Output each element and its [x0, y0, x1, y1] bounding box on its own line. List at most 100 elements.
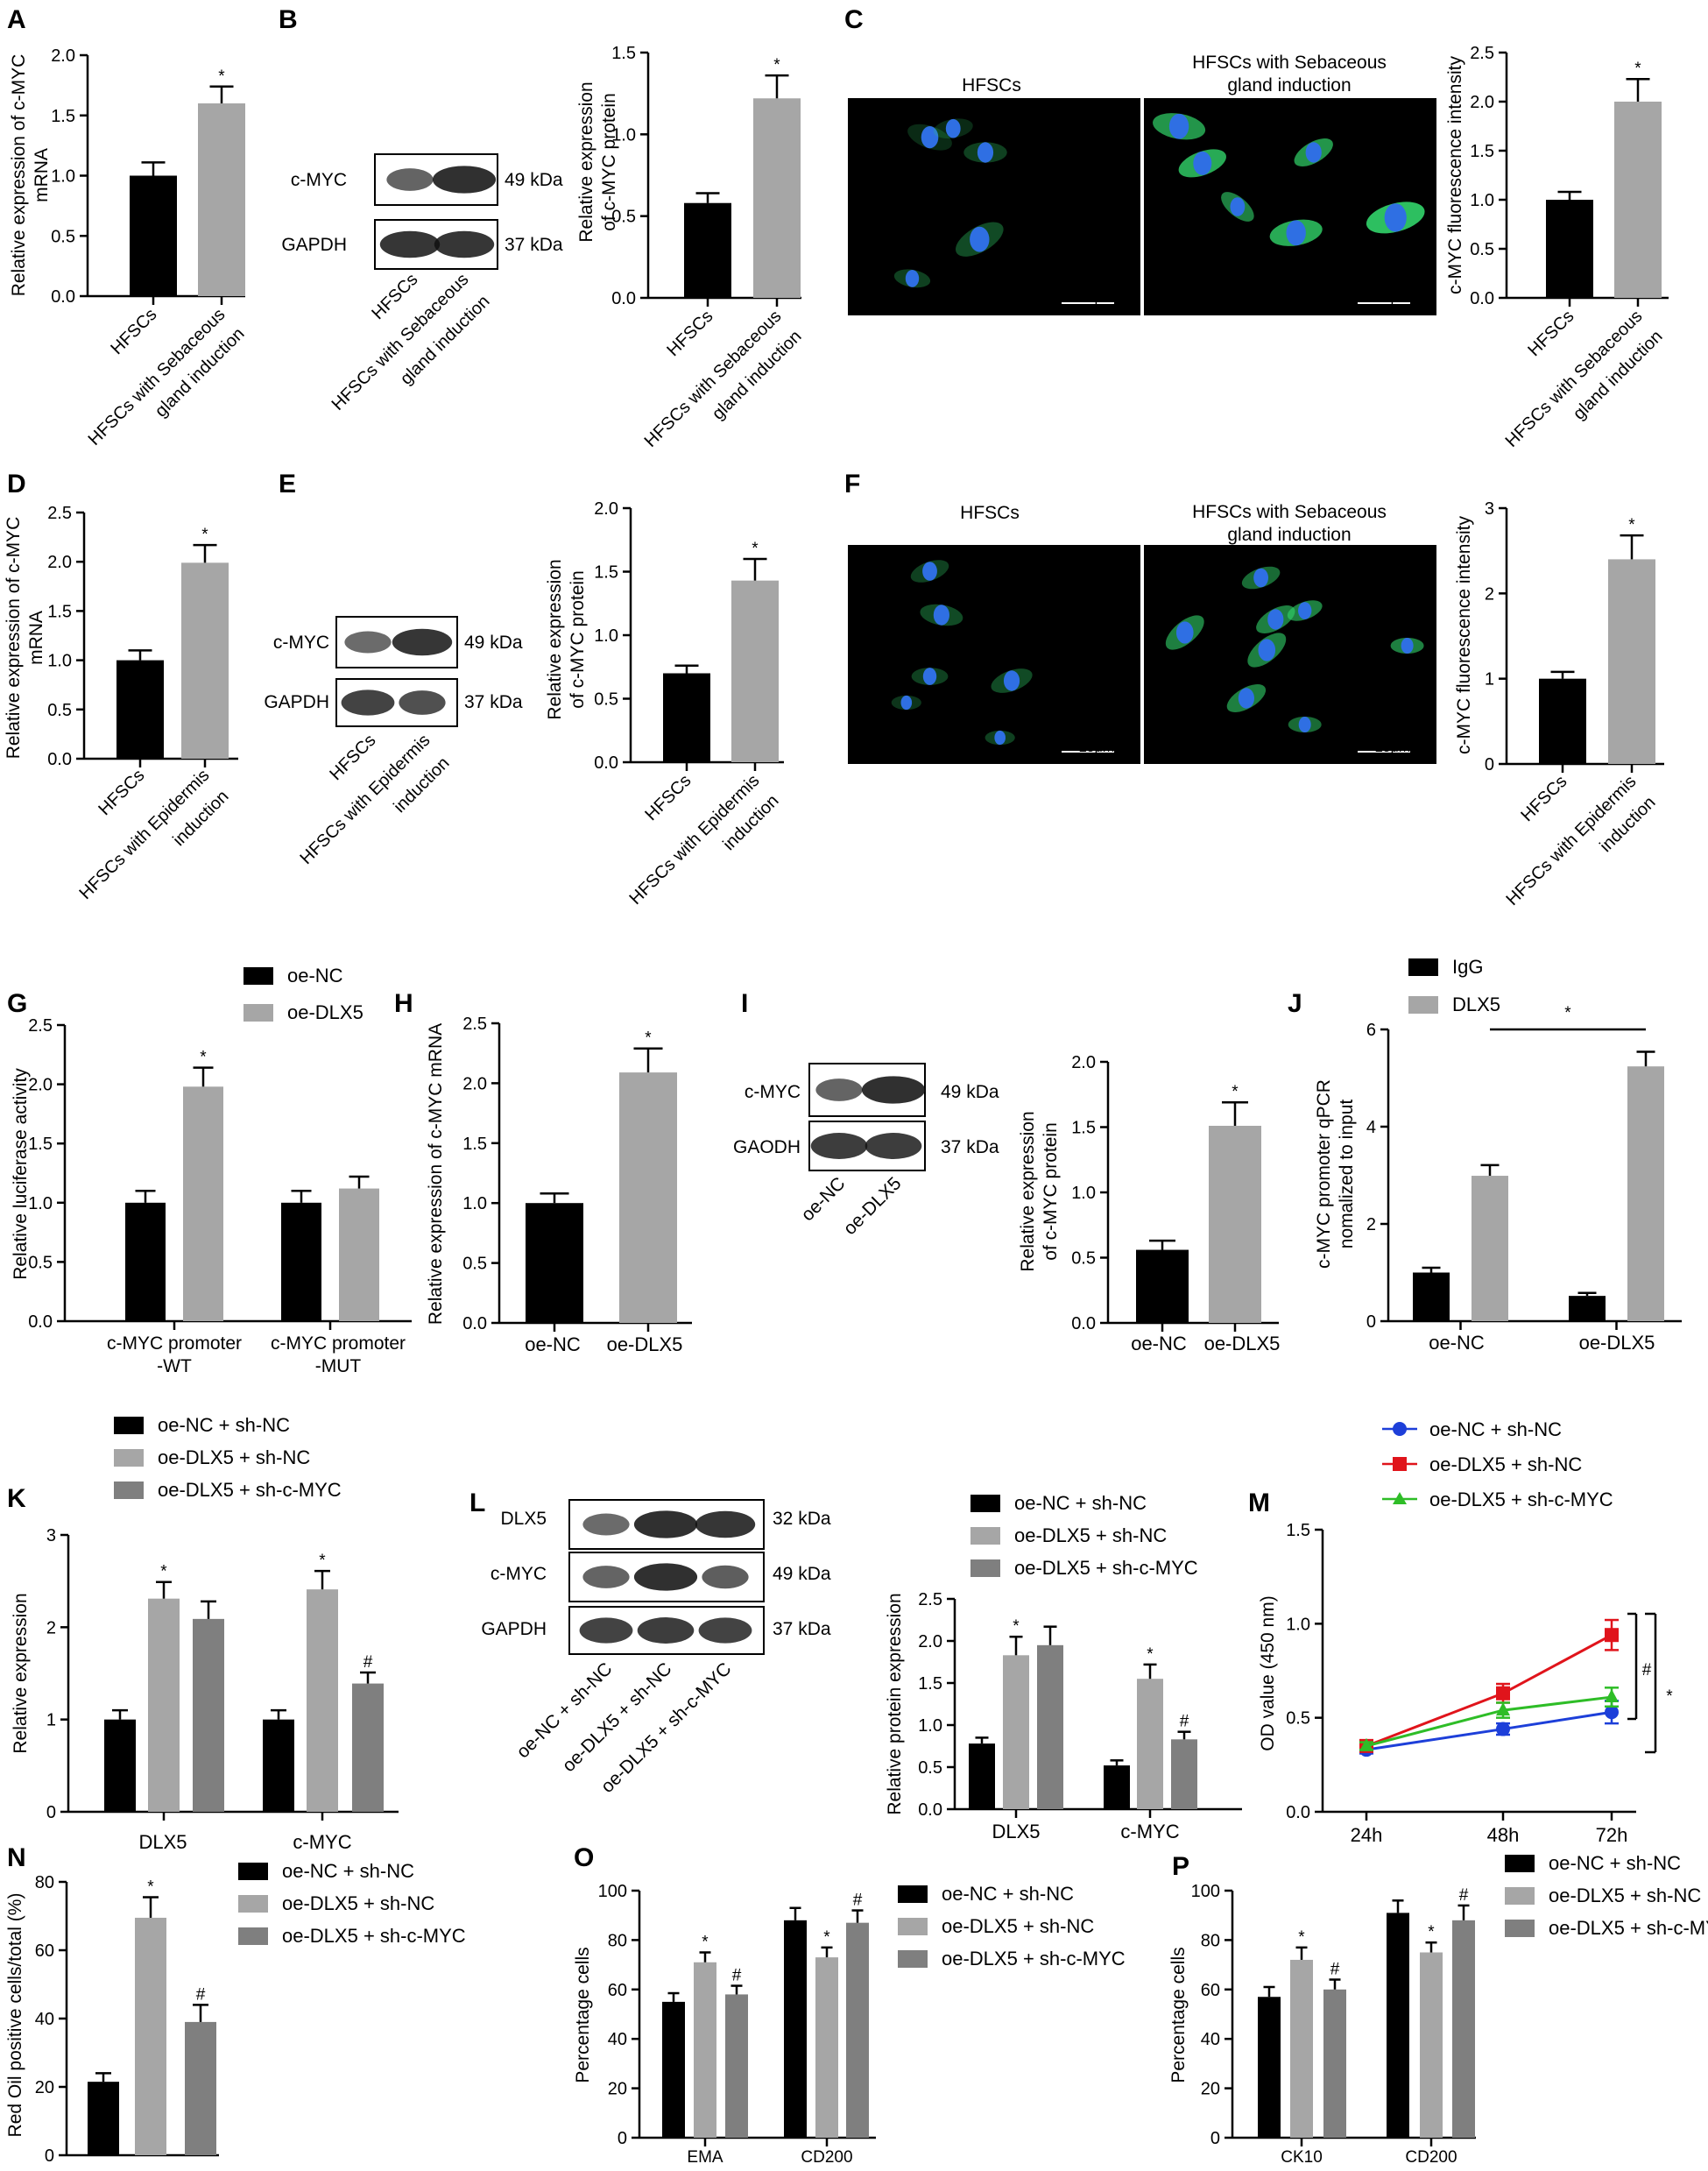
panelH-x-label: oe-NC	[525, 1333, 581, 1355]
panelF-y-tick-label: 3	[1485, 499, 1494, 519]
panelH-y-axis-label: Relative expression of c-MYC mRNA	[426, 1023, 446, 1325]
panelG-x-label: c-MYC promoter	[107, 1333, 242, 1354]
significance-mark: *	[218, 67, 225, 86]
panelP-legend-swatch	[1505, 1855, 1535, 1872]
panelH-y-tick-label: 0.0	[462, 1314, 487, 1333]
panelI-y-tick-label: 1.5	[1071, 1119, 1096, 1138]
panel-letter: I	[741, 989, 748, 1018]
cell-nucleus	[977, 142, 994, 163]
panelA-y-axis-label: Relative expression of c-MYC	[9, 54, 29, 297]
panelG-x-label: -MUT	[315, 1356, 362, 1376]
significance-mark: *	[645, 1029, 652, 1048]
panelI-lane-label: oe-NC	[797, 1173, 849, 1225]
significance-mark: #	[1330, 1961, 1340, 1979]
panelM-point	[1605, 1628, 1619, 1643]
panelD-y-axis-label: Relative expression of c-MYC	[4, 517, 24, 760]
panelC-y-axis-label: c-MYC fluorescence intensity	[1445, 56, 1465, 294]
cell-nucleus	[922, 562, 937, 581]
panelP-legend-label: oe-NC + sh-NC	[1549, 1852, 1681, 1874]
cell-nucleus	[945, 118, 961, 138]
panelC-image-title: HFSCs	[962, 75, 1021, 95]
panelO-y-tick-label: 40	[608, 2030, 627, 2049]
panelM-point	[1496, 1722, 1510, 1736]
panelB-y-tick-label: 1.5	[611, 44, 636, 63]
cell-nucleus	[1286, 220, 1306, 246]
panelJ-bar	[1472, 1176, 1508, 1321]
panelP-bar	[1420, 1952, 1443, 2138]
panelK-x-label: DLX5	[138, 1831, 187, 1853]
panelM-y-tick-label: 0.0	[1286, 1803, 1310, 1822]
panelC-y-tick-label: 0.0	[1470, 289, 1494, 308]
panelC-bar	[1614, 102, 1662, 298]
panelM-series-line	[1366, 1633, 1613, 1748]
panelM-y-tick-label: 0.5	[1286, 1709, 1310, 1729]
panelB-x-label: HFSCs	[663, 307, 716, 360]
cell-nucleus	[900, 695, 913, 711]
panel-letter: C	[844, 5, 864, 34]
panelC-scale-label: 25μm	[1079, 290, 1114, 305]
panelJ-legend-label: IgG	[1452, 956, 1483, 978]
panelD-y-tick-label: 1.0	[47, 652, 72, 671]
panelB-kda: 49 kDa	[505, 170, 563, 190]
panelD-y-tick-label: 0.5	[47, 701, 72, 720]
cell-nucleus	[1384, 203, 1407, 232]
panelL-y-axis-label: Relative protein expression	[885, 1593, 905, 1814]
panelO-bar	[846, 1922, 869, 2138]
panelG-bar	[339, 1188, 379, 1321]
panelP-x-label: CD200	[1405, 2148, 1457, 2167]
panelI-blot-cmyc-band	[815, 1078, 863, 1101]
panelN-y-tick-label: 0	[45, 2146, 54, 2166]
cell-nucleus	[1230, 197, 1246, 216]
panelC-image-title: gland induction	[1227, 75, 1351, 95]
panelN-y-tick-label: 60	[35, 1941, 54, 1961]
significance-mark: *	[201, 526, 208, 544]
cell-nucleus	[994, 730, 1006, 746]
panelK-y-tick-label: 1	[46, 1711, 56, 1730]
panelJ-bar	[1413, 1272, 1450, 1321]
panelO-legend-swatch	[898, 1950, 928, 1968]
panelJ-y-tick-label: 2	[1366, 1215, 1376, 1234]
panelG-y-tick-label: 0.5	[28, 1253, 53, 1272]
cell-nucleus	[1267, 609, 1284, 630]
panelH-y-tick-label: 1.0	[462, 1194, 487, 1213]
panelD-y-tick-label: 0.0	[47, 750, 72, 769]
cell-nucleus	[1168, 113, 1189, 139]
panelJ-legend-label: DLX5	[1452, 994, 1500, 1015]
panelF-image-title: HFSCs with Sebaceous	[1192, 502, 1387, 522]
panelB-blot-cmyc-band	[432, 166, 497, 194]
panelN-y-tick-label: 40	[35, 2010, 54, 2029]
panelI-blot-gapdh-band	[810, 1133, 868, 1159]
panelE-blot-gapdh-band	[341, 689, 395, 716]
panelO-x-label: EMA	[687, 2148, 723, 2167]
panelL-legend-swatch	[970, 1527, 1000, 1545]
panelM-legend-label: oe-DLX5 + sh-NC	[1429, 1453, 1582, 1475]
panelA-x-label: HFSCs	[107, 305, 160, 358]
significance-mark: *	[319, 1552, 326, 1570]
significance-mark: *	[160, 1563, 167, 1581]
panelL-legend-label: oe-DLX5 + sh-NC	[1014, 1524, 1167, 1546]
panelL-blot-gapdh-band	[698, 1617, 752, 1644]
panelI-kda: 49 kDa	[941, 1082, 999, 1102]
panelG-bar	[183, 1086, 223, 1321]
panelI-band-label: c-MYC	[745, 1082, 801, 1102]
panelE-blot-cmyc-band	[392, 628, 453, 656]
panelK-bar	[148, 1598, 180, 1812]
panelL-bar	[1104, 1765, 1130, 1809]
panelG-bar	[125, 1202, 166, 1321]
panelL-kda: 32 kDa	[773, 1509, 831, 1529]
panelB-band-label: GAPDH	[281, 235, 347, 255]
panelL-y-tick-label: 1.5	[918, 1674, 942, 1694]
panelL-y-tick-label: 2.5	[918, 1590, 942, 1609]
panelK-legend-label: oe-DLX5 + sh-c-MYC	[158, 1479, 342, 1501]
panelE-y-axis-label: Relative expression	[545, 559, 565, 719]
significance-mark: *	[773, 56, 780, 74]
significance-mark: *	[1147, 1645, 1154, 1664]
panelI-x-label: oe-NC	[1131, 1333, 1187, 1354]
cell-nucleus	[933, 605, 949, 626]
panelN-bar	[135, 1917, 166, 2155]
panelK-y-tick-label: 2	[46, 1618, 56, 1637]
cell-nucleus	[921, 126, 939, 149]
panel-letter: A	[7, 5, 26, 34]
panelN-bar	[88, 2082, 119, 2155]
